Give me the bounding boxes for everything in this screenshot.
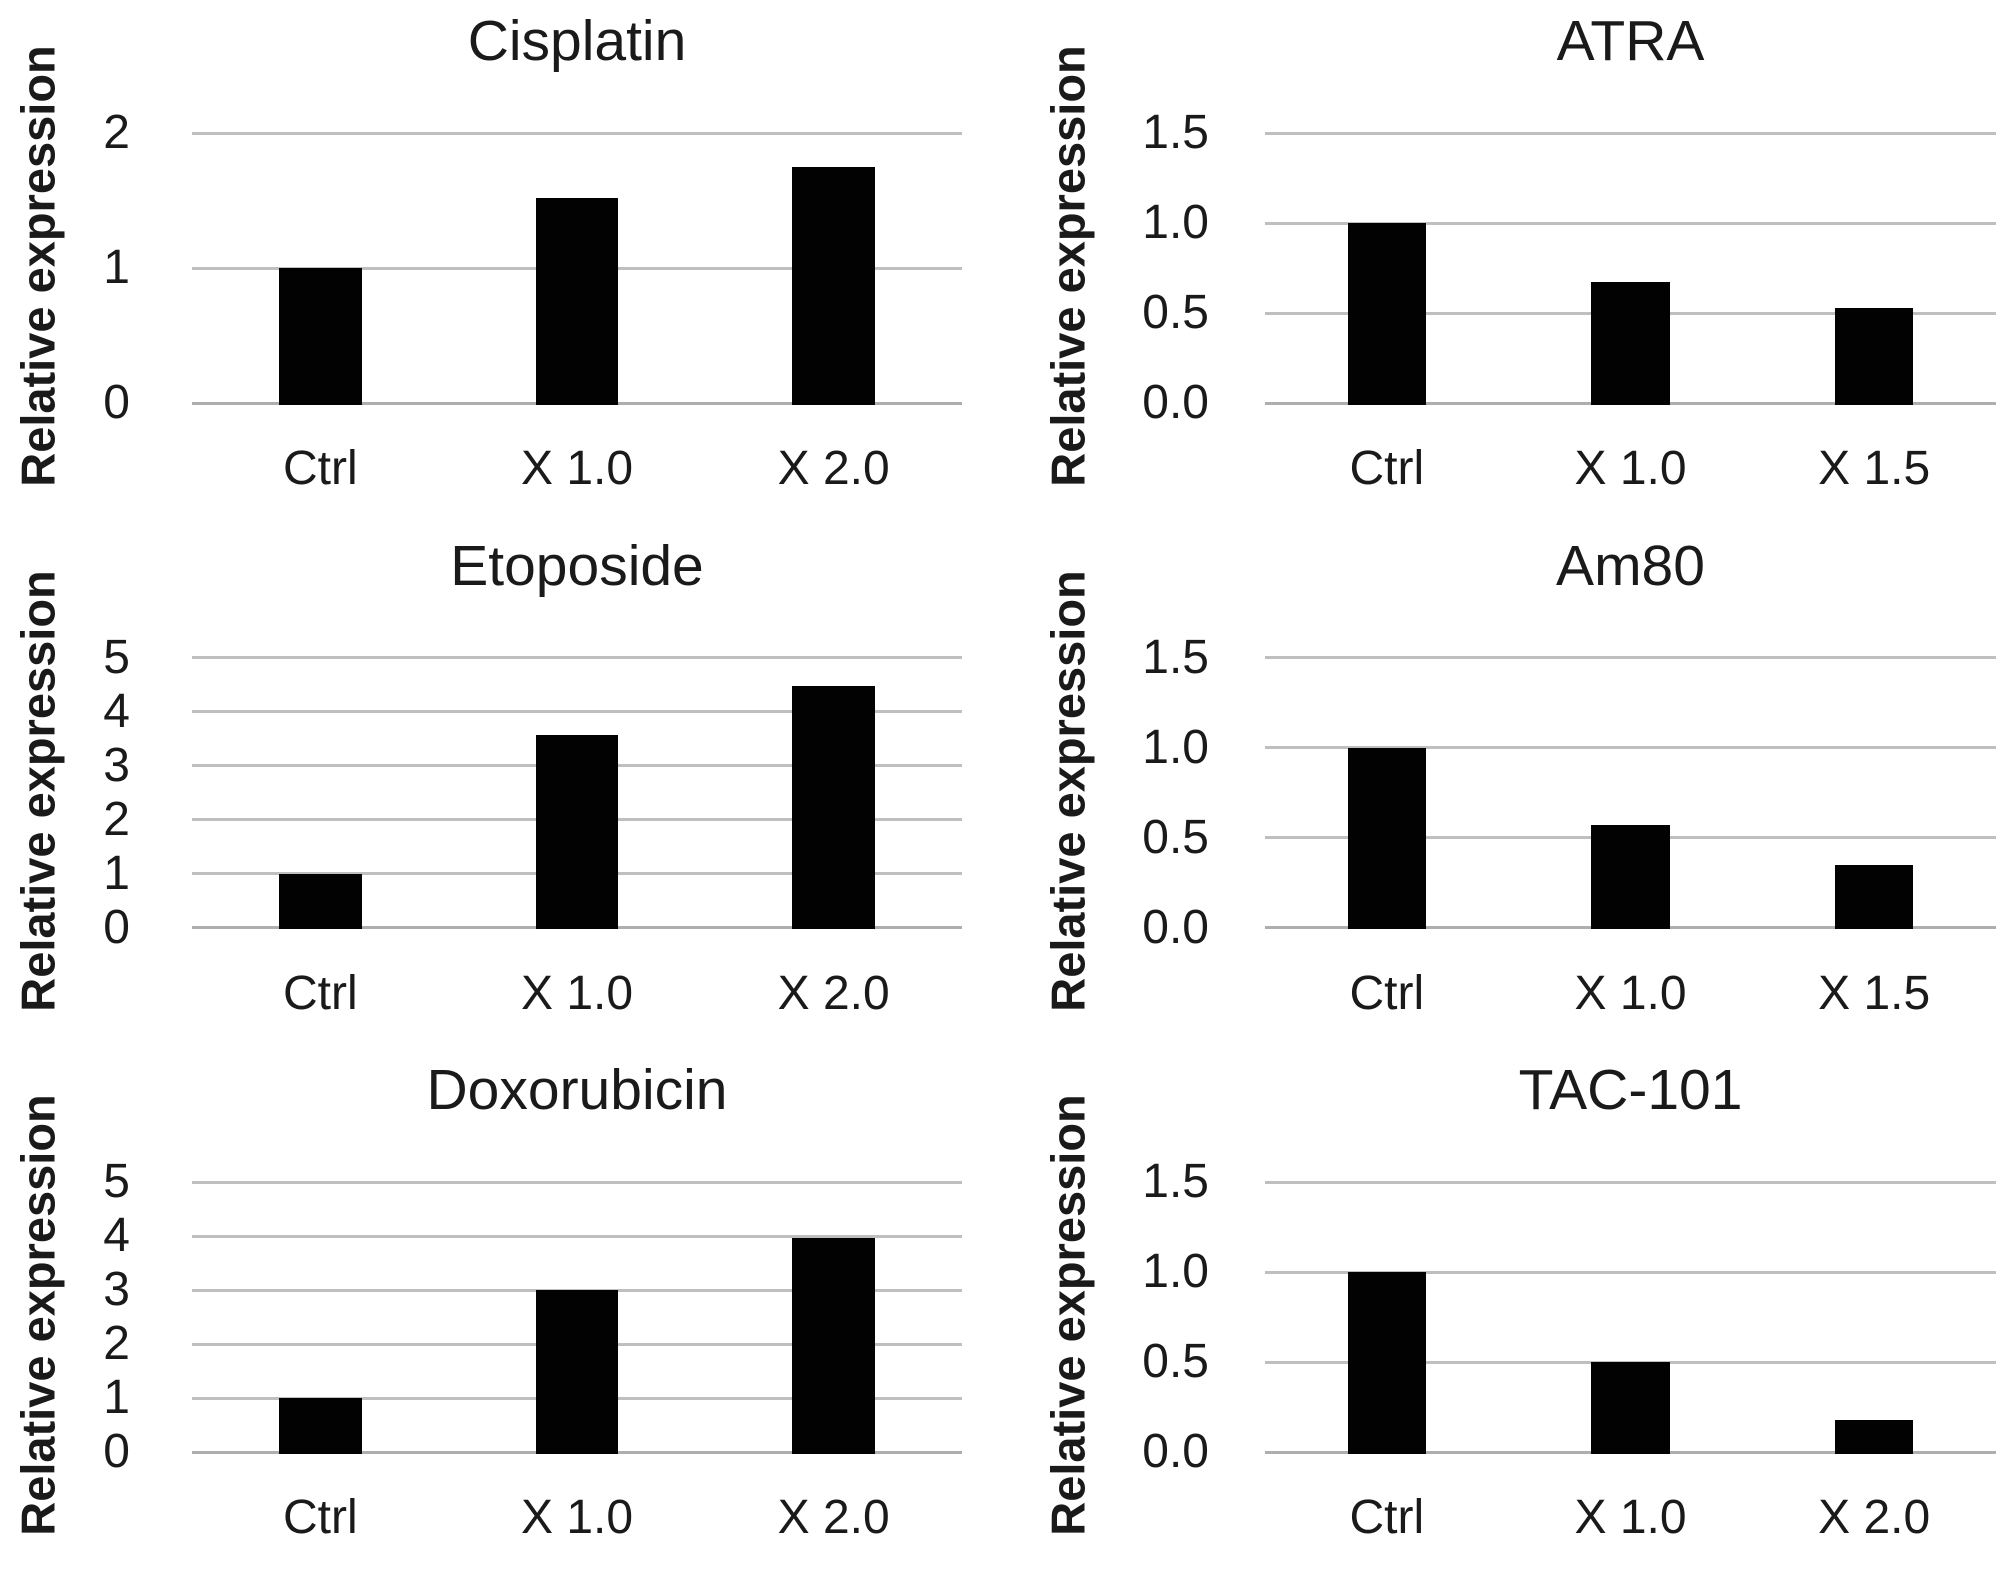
y-tick-label: 4 xyxy=(103,684,130,738)
y-axis-tick-labels: 0.0 0.5 1.0 1.5 xyxy=(1004,0,1209,525)
chart-title: TAC-101 xyxy=(1518,1058,1743,1123)
y-tick-label: 5 xyxy=(103,630,130,684)
bar-ctrl xyxy=(279,873,362,930)
y-tick-label: 1.5 xyxy=(1142,630,1209,684)
y-tick-label: 0.5 xyxy=(1142,1335,1209,1389)
bar-x-1-0 xyxy=(1591,1362,1670,1454)
bar-ctrl xyxy=(1347,1272,1426,1454)
bar-x-2-0 xyxy=(1835,1419,1914,1454)
gridline xyxy=(192,710,962,714)
x-category-label: X 1.0 xyxy=(520,966,634,1020)
y-tick-label: 2 xyxy=(103,792,130,846)
y-tick-label: 1.5 xyxy=(1142,1155,1209,1209)
gridline xyxy=(1265,1270,1996,1274)
bar-x-2-0 xyxy=(792,1237,875,1454)
y-tick-label: 0 xyxy=(103,900,130,954)
bar-x-1-0 xyxy=(535,197,619,405)
y-tick-label: 0 xyxy=(103,376,130,429)
y-tick-label: 4 xyxy=(103,1209,130,1263)
x-category-label: Ctrl xyxy=(283,442,358,495)
y-tick-label: 0.0 xyxy=(1142,900,1209,954)
x-category-label: Ctrl xyxy=(283,1491,358,1545)
bar-x-1-0 xyxy=(1591,825,1670,930)
y-tick-label: 5 xyxy=(103,1155,130,1209)
y-tick-label: 0.0 xyxy=(1142,376,1209,429)
y-tick-label: 1 xyxy=(103,1371,130,1425)
plot-area xyxy=(1265,1180,1996,1454)
gridline xyxy=(1265,746,1996,750)
plot-area xyxy=(1265,131,1996,405)
x-category-label: X 2.0 xyxy=(777,966,890,1020)
plot-area xyxy=(192,656,962,930)
x-category-label: X 1.0 xyxy=(1574,1491,1687,1545)
x-category-label: X 2.0 xyxy=(1818,1491,1931,1545)
bar-x-1-0 xyxy=(1591,282,1670,405)
bar-ctrl xyxy=(1347,747,1426,930)
y-tick-label: 1.0 xyxy=(1142,196,1209,249)
bar-x-1-0 xyxy=(535,1290,619,1454)
chart-panel-atra: ATRA Relative expression 0.0 0.5 1.0 1.5 Ct… xyxy=(1004,0,2008,525)
x-category-label: X 2.0 xyxy=(777,1491,890,1545)
gridline xyxy=(1265,131,1996,135)
x-category-label: Ctrl xyxy=(1349,442,1425,495)
gridline xyxy=(192,131,962,135)
x-category-label: X 1.0 xyxy=(520,442,634,495)
y-tick-label: 0.0 xyxy=(1142,1425,1209,1479)
y-tick-label: 1.0 xyxy=(1142,1245,1209,1299)
y-tick-label: 2 xyxy=(103,1317,130,1371)
plot-area xyxy=(1265,656,1996,930)
x-category-label: Ctrl xyxy=(283,966,358,1020)
plot-area xyxy=(192,131,962,405)
gridline xyxy=(192,1234,962,1238)
chart-title: Doxorubicin xyxy=(426,1058,728,1123)
y-tick-label: 3 xyxy=(103,1263,130,1317)
bar-x-1-0 xyxy=(535,734,619,930)
bar-ctrl xyxy=(279,268,362,405)
plot-area xyxy=(192,1180,962,1454)
chart-panel-tac-101: TAC-101 Relative expression 0.0 0.5 1.0 1.5… xyxy=(1004,1049,2008,1574)
y-tick-label: 0.5 xyxy=(1142,286,1209,339)
gridline xyxy=(1265,221,1996,225)
chart-panel-am80: Am80 Relative expression 0.0 0.5 1.0 1.5 Ct… xyxy=(1004,525,2008,1050)
x-category-label: X 1.0 xyxy=(520,1491,634,1545)
y-tick-label: 3 xyxy=(103,738,130,792)
x-category-label: X 2.0 xyxy=(777,442,890,495)
gridline xyxy=(1265,656,1996,660)
gridline xyxy=(1265,1180,1996,1184)
gridline xyxy=(192,1180,962,1184)
bar-ctrl xyxy=(1347,223,1426,405)
chart-title: Cisplatin xyxy=(467,9,687,73)
y-tick-label: 2 xyxy=(103,106,130,159)
x-category-label: Ctrl xyxy=(1349,966,1425,1020)
x-category-label: X 1.5 xyxy=(1818,966,1931,1020)
bar-x-1-5 xyxy=(1835,307,1914,405)
y-axis-tick-labels: 0 1 2 xyxy=(0,0,130,525)
y-tick-label: 0 xyxy=(103,1425,130,1479)
x-category-label: X 1.5 xyxy=(1818,442,1931,495)
x-category-label: Ctrl xyxy=(1349,1491,1425,1545)
y-tick-label: 1.0 xyxy=(1142,720,1209,774)
x-category-label: X 1.0 xyxy=(1574,442,1687,495)
gridline xyxy=(192,656,962,660)
y-tick-label: 1.5 xyxy=(1142,106,1209,159)
chart-title: Am80 xyxy=(1556,533,1705,598)
bar-x-2-0 xyxy=(792,686,875,930)
y-tick-label: 0.5 xyxy=(1142,810,1209,864)
bar-ctrl xyxy=(279,1398,362,1454)
chart-title: ATRA xyxy=(1556,9,1705,73)
chart-title: Etoposide xyxy=(450,533,704,598)
y-tick-label: 1 xyxy=(103,846,130,900)
y-axis-tick-labels: 0.0 0.5 1.0 1.5 xyxy=(1004,525,1209,1050)
y-axis-tick-labels: 0.0 0.5 1.0 1.5 xyxy=(1004,1049,1209,1574)
y-tick-label: 1 xyxy=(103,241,130,294)
bar-x-2-0 xyxy=(792,166,875,405)
x-category-label: X 1.0 xyxy=(1574,966,1687,1020)
bar-x-1-5 xyxy=(1835,864,1914,930)
